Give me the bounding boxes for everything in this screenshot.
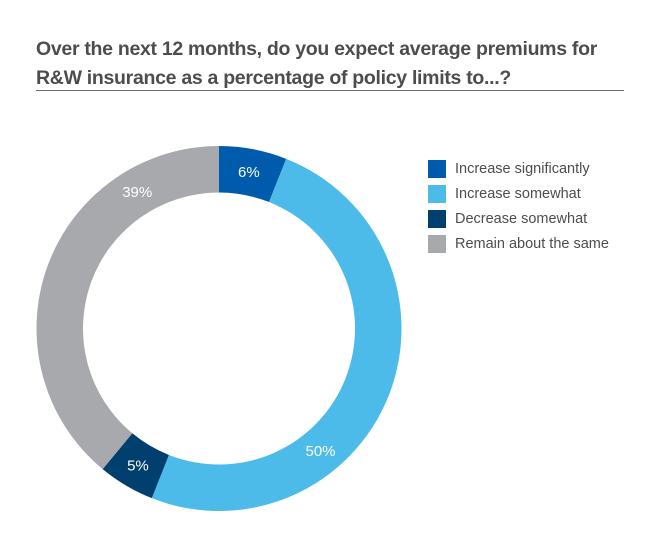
slice-decrease-somewhat bbox=[102, 433, 169, 499]
slice-increase-significantly bbox=[219, 146, 287, 203]
title-divider bbox=[36, 90, 624, 91]
legend-swatch bbox=[428, 184, 446, 203]
donut-slices bbox=[36, 146, 402, 511]
legend-label: Decrease somewhat bbox=[455, 210, 588, 227]
legend-item-decrease-somewhat: Decrease somewhat bbox=[428, 206, 609, 231]
legend-item-remain-about-the-same: Remain about the same bbox=[428, 231, 609, 256]
legend-swatch bbox=[428, 159, 446, 178]
legend-label: Increase significantly bbox=[455, 160, 590, 177]
slice-label-decrease-somewhat: 5% bbox=[127, 458, 149, 475]
legend: Increase significantly Increase somewhat… bbox=[428, 156, 609, 256]
legend-item-increase-significantly: Increase significantly bbox=[428, 156, 609, 181]
slice-label-remain-about-the-same: 39% bbox=[122, 184, 152, 201]
legend-swatch bbox=[428, 209, 446, 228]
chart-title: Over the next 12 months, do you expect a… bbox=[36, 38, 597, 89]
legend-swatch bbox=[428, 234, 446, 253]
legend-label: Increase somewhat bbox=[455, 185, 581, 202]
slice-labels: 6% 50% 5% 39% bbox=[122, 164, 335, 475]
slice-remain-about-the-same bbox=[36, 146, 219, 470]
legend-item-increase-somewhat: Increase somewhat bbox=[428, 181, 609, 206]
slice-label-increase-significantly: 6% bbox=[238, 164, 260, 181]
slice-increase-somewhat bbox=[151, 158, 402, 511]
legend-label: Remain about the same bbox=[455, 235, 609, 252]
slice-label-increase-somewhat: 50% bbox=[305, 443, 335, 460]
